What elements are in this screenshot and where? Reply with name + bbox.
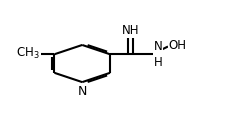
Text: NH: NH [121, 24, 139, 37]
Text: N: N [153, 40, 162, 53]
Text: OH: OH [168, 39, 186, 52]
Text: N: N [77, 85, 87, 98]
Text: CH$_3$: CH$_3$ [16, 46, 39, 61]
Text: H: H [153, 56, 162, 69]
